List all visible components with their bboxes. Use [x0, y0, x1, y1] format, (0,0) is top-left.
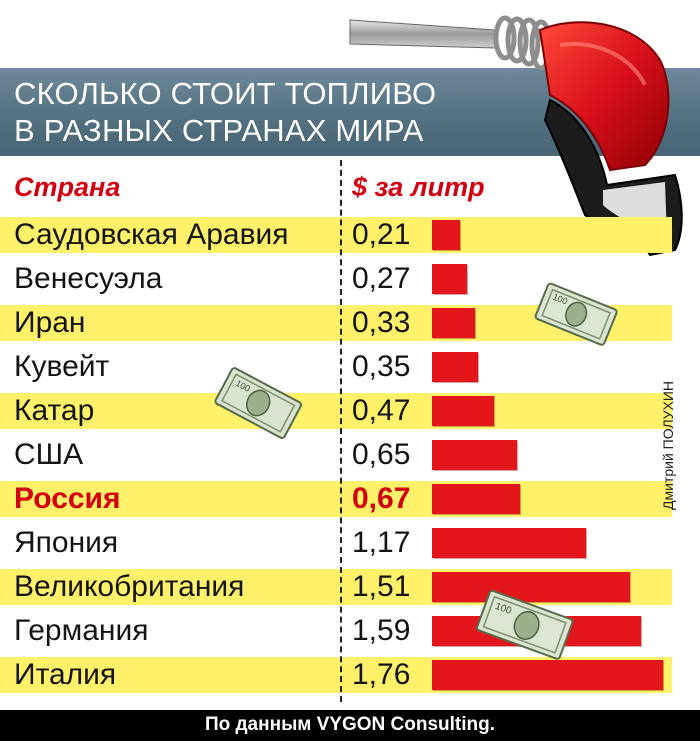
- category-label: Россия: [14, 482, 121, 515]
- category-label: США: [14, 438, 84, 471]
- author-credit: Дмитрий ПОЛУХИН: [660, 380, 676, 510]
- category-label: Италия: [14, 658, 117, 691]
- category-label: Катар: [14, 394, 95, 427]
- bar: [432, 308, 475, 338]
- data-label: 0,35: [352, 350, 411, 383]
- row-band: [0, 481, 672, 517]
- data-label: 1,59: [352, 614, 411, 647]
- data-label: 0,67: [352, 482, 411, 515]
- category-label: Саудовская Аравия: [14, 218, 289, 251]
- category-label: Великобритания: [14, 570, 245, 603]
- data-label: 0,65: [352, 438, 411, 471]
- category-label: Германия: [14, 614, 149, 647]
- category-label: Иран: [14, 306, 86, 339]
- bar: [432, 528, 586, 558]
- chart-title-line-2: В РАЗНЫХ СТРАНАХ МИРА: [14, 113, 424, 148]
- category-label: Япония: [14, 526, 119, 559]
- dollar-bill-icon: 100: [214, 367, 302, 439]
- data-label: 0,47: [352, 394, 411, 427]
- data-label: 1,51: [352, 570, 411, 603]
- bar: [432, 264, 467, 294]
- data-label: 0,33: [352, 306, 411, 339]
- data-label: 0,27: [352, 262, 411, 295]
- header-price: $ за литр: [352, 172, 485, 202]
- bar: [432, 440, 517, 470]
- source-note: По данным VYGON Consulting.: [204, 714, 496, 735]
- column-divider: [340, 160, 342, 702]
- row-band: [0, 217, 672, 253]
- footer-bar: [0, 710, 700, 741]
- category-label: Венесуэла: [14, 262, 163, 295]
- data-label: 0,21: [352, 218, 411, 251]
- category-label: Кувейт: [14, 350, 110, 383]
- row-band: [0, 393, 672, 429]
- bar: [432, 396, 494, 426]
- bar: [432, 220, 460, 250]
- data-label: 1,17: [352, 526, 411, 559]
- bar: [432, 352, 478, 382]
- data-label: 1,76: [352, 658, 411, 691]
- dollar-bill-icon: 100: [476, 589, 574, 660]
- chart-title-line-1: СКОЛЬКО СТОИТ ТОПЛИВО: [14, 76, 437, 111]
- bar: [432, 660, 663, 690]
- bar: [432, 572, 630, 602]
- dollar-bill-icon: 100: [534, 282, 618, 346]
- bar: [432, 484, 520, 514]
- header-country: Страна: [14, 172, 121, 202]
